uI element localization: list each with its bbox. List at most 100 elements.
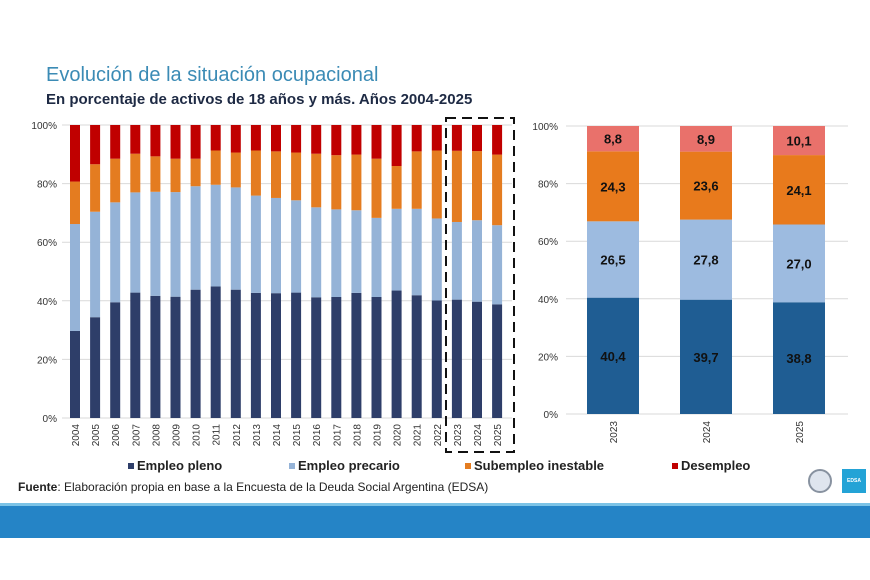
legend-label: Subempleo inestable bbox=[474, 458, 605, 473]
legend: Empleo pleno Empleo precario Subempleo i… bbox=[0, 458, 870, 476]
x-tick-label: 2023 bbox=[453, 424, 464, 447]
bar-segment bbox=[230, 125, 241, 153]
bar-segment bbox=[150, 156, 161, 192]
y-tick-label: 100% bbox=[532, 122, 558, 133]
bar-segment bbox=[391, 208, 402, 291]
source-note: Fuente: Elaboración propia en base a la … bbox=[18, 480, 488, 494]
source-text: : Elaboración propia en base a la Encues… bbox=[57, 480, 489, 494]
data-label: 39,7 bbox=[693, 350, 718, 365]
bar-segment bbox=[271, 151, 281, 198]
bar-segment bbox=[250, 292, 261, 418]
bar-segment bbox=[472, 301, 482, 418]
x-tick-label: 2016 bbox=[312, 424, 323, 447]
data-label: 26,5 bbox=[600, 252, 625, 267]
x-tick-label: 2015 bbox=[292, 424, 303, 447]
legend-label: Empleo pleno bbox=[137, 458, 223, 473]
bar-segment bbox=[431, 125, 442, 151]
x-tick-label: 2020 bbox=[393, 424, 404, 447]
bar-segment bbox=[150, 125, 161, 157]
bar-segment bbox=[130, 192, 141, 293]
bar-segment bbox=[110, 125, 121, 159]
bar-segment bbox=[371, 125, 382, 159]
bar-segment bbox=[311, 125, 322, 154]
y-tick-label: 20% bbox=[538, 352, 558, 363]
bar-segment bbox=[110, 158, 121, 203]
y-tick-label: 40% bbox=[37, 297, 57, 308]
bar-segment bbox=[391, 166, 402, 209]
bar-segment bbox=[587, 221, 639, 298]
y-tick-label: 60% bbox=[37, 238, 57, 249]
bar-segment bbox=[210, 125, 221, 151]
bar-segment bbox=[190, 289, 201, 418]
legend-item-desempleo: Desempleo bbox=[672, 458, 750, 473]
bar-segment bbox=[311, 153, 322, 208]
x-tick-label: 2019 bbox=[373, 424, 384, 447]
legend-swatch bbox=[128, 462, 134, 469]
data-label: 24,1 bbox=[786, 183, 811, 198]
bar-segment bbox=[291, 292, 302, 418]
x-tick-label: 2018 bbox=[352, 424, 363, 447]
bar-segment bbox=[170, 158, 181, 193]
bar-segment bbox=[210, 150, 221, 185]
bar-segment bbox=[271, 197, 281, 294]
x-tick-label: 2025 bbox=[795, 421, 806, 444]
data-label: 23,6 bbox=[693, 179, 718, 194]
bar-segment bbox=[492, 304, 503, 418]
bar-segment bbox=[587, 151, 639, 222]
x-tick-label: 2022 bbox=[433, 424, 444, 447]
bar-segment bbox=[351, 125, 362, 155]
legend-item-empleo-pleno: Empleo pleno bbox=[128, 458, 222, 473]
bar-segment bbox=[250, 150, 261, 196]
y-tick-label: 40% bbox=[538, 295, 558, 306]
bar-segment bbox=[250, 195, 261, 293]
bar-segment bbox=[472, 125, 482, 152]
bar-segment bbox=[391, 290, 402, 418]
bar-segment bbox=[130, 125, 141, 154]
data-label: 40,4 bbox=[600, 349, 626, 364]
bar-segment bbox=[773, 224, 825, 303]
bar-segment bbox=[271, 293, 281, 418]
bar-segment bbox=[411, 125, 422, 152]
legend-item-subempleo: Subempleo inestable bbox=[465, 458, 604, 473]
bar-segment bbox=[331, 155, 342, 210]
y-tick-label: 80% bbox=[538, 180, 558, 191]
bar-segment bbox=[331, 296, 342, 418]
bar-segment bbox=[150, 295, 161, 418]
bar-segment bbox=[150, 191, 161, 296]
bar-segment bbox=[492, 154, 503, 226]
bar-segment bbox=[472, 151, 482, 221]
bar-segment bbox=[451, 125, 462, 151]
source-label: Fuente bbox=[18, 480, 58, 494]
legend-swatch bbox=[465, 462, 471, 469]
bar-segment bbox=[230, 152, 241, 188]
chart-subtitle: En porcentaje de activos de 18 años y má… bbox=[46, 91, 473, 108]
y-tick-label: 0% bbox=[43, 414, 58, 425]
legend-label: Empleo precario bbox=[298, 458, 400, 473]
bar-segment bbox=[680, 299, 732, 414]
bar-segment bbox=[773, 126, 825, 156]
data-label: 38,8 bbox=[786, 351, 811, 366]
bar-segment bbox=[90, 125, 101, 165]
bar-segment bbox=[451, 299, 462, 418]
bar-segment bbox=[70, 125, 80, 182]
bar-segment bbox=[371, 158, 382, 218]
data-label: 10,1 bbox=[786, 134, 811, 149]
bar-segment bbox=[492, 125, 503, 155]
legend-swatch bbox=[289, 462, 295, 469]
x-tick-label: 2010 bbox=[192, 424, 203, 447]
x-tick-label: 2009 bbox=[172, 424, 183, 447]
bar-segment bbox=[70, 330, 80, 418]
x-tick-label: 2004 bbox=[71, 424, 82, 447]
bar-segment bbox=[431, 218, 442, 301]
bar-segment bbox=[90, 317, 101, 418]
data-label: 8,8 bbox=[604, 132, 622, 147]
bar-segment bbox=[170, 296, 181, 418]
data-label: 8,9 bbox=[697, 132, 715, 147]
bar-segment bbox=[331, 125, 342, 156]
bar-segment bbox=[90, 211, 101, 318]
bar-segment bbox=[411, 208, 422, 296]
x-tick-label: 2011 bbox=[212, 424, 223, 446]
bar-segment bbox=[492, 225, 503, 305]
legend-label: Desempleo bbox=[681, 458, 751, 473]
bar-segment bbox=[190, 125, 201, 159]
